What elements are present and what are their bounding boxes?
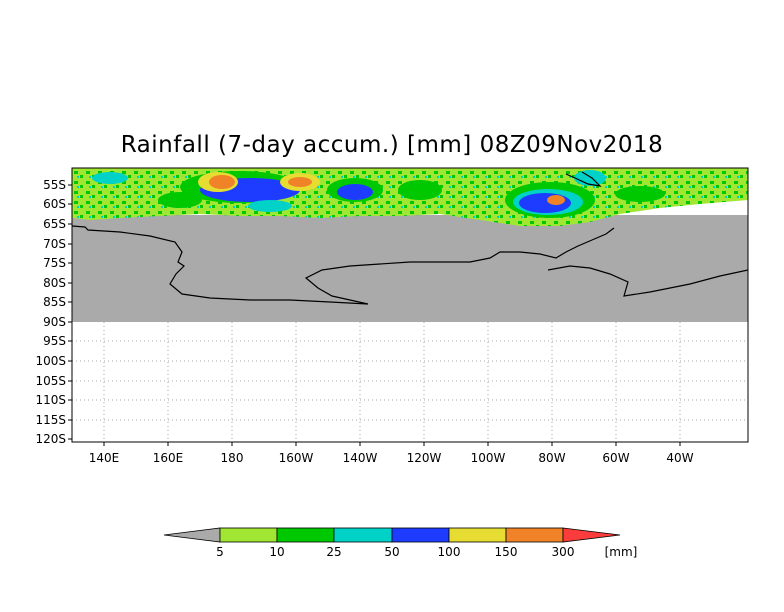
lon-label: 180 — [221, 451, 244, 465]
grid-lines — [72, 322, 748, 442]
lon-label: 80W — [538, 451, 565, 465]
colorbar-segment — [219, 527, 278, 543]
colorbar-label: 100 — [438, 545, 461, 559]
colorbar-over-arrow — [562, 527, 621, 543]
lat-label: 85S — [43, 295, 66, 309]
lat-label: 55S — [43, 178, 66, 192]
lon-label: 100W — [471, 451, 506, 465]
lat-label: 95S — [43, 334, 66, 348]
colorbar-segment — [333, 527, 393, 543]
lon-label: 160E — [153, 451, 184, 465]
colorbar-label: 150 — [495, 545, 518, 559]
colorbar-segment — [276, 527, 335, 543]
latitude-axis: 55S 60S 65S 70S 75S 80S 85S 90S 95S 100S… — [35, 178, 66, 446]
colorbar-label: 25 — [326, 545, 341, 559]
lon-label: 40W — [666, 451, 693, 465]
colorbar-unit: [mm] — [605, 545, 638, 559]
lon-label: 140W — [343, 451, 378, 465]
lat-label: 90S — [43, 315, 66, 329]
map-frame — [71, 167, 749, 443]
lat-label: 65S — [43, 217, 66, 231]
lon-label: 120W — [407, 451, 442, 465]
land-mask — [72, 215, 748, 322]
colorbar-labels: 5 10 25 50 100 150 300 [mm] — [216, 545, 637, 559]
lon-label: 160W — [279, 451, 314, 465]
lat-label: 115S — [35, 413, 66, 427]
lat-label: 120S — [35, 432, 66, 446]
colorbar-segment — [448, 527, 507, 543]
rainfall-field — [72, 168, 748, 226]
lat-label: 100S — [35, 354, 66, 368]
colorbar-label: 10 — [269, 545, 284, 559]
longitude-axis: 140E 160E 180 160W 140W 120W 100W 80W 60… — [89, 451, 694, 465]
coastlines — [72, 171, 748, 305]
lon-label: 140E — [89, 451, 120, 465]
lat-label: 60S — [43, 197, 66, 211]
lon-label: 60W — [602, 451, 629, 465]
lat-label: 75S — [43, 256, 66, 270]
map-title: Rainfall (7-day accum.) [mm] 08Z09Nov201… — [120, 132, 664, 158]
lat-label: 110S — [35, 393, 66, 407]
lat-label: 105S — [35, 374, 66, 388]
colorbar-label: 300 — [552, 545, 575, 559]
map-panel — [72, 168, 748, 442]
colorbar-segment — [391, 527, 450, 543]
colorbar-label: 50 — [384, 545, 399, 559]
colorbar-segment — [505, 527, 564, 543]
lat-label: 80S — [43, 276, 66, 290]
colorbar-label: 5 — [216, 545, 224, 559]
colorbar-under-arrow — [163, 527, 221, 543]
colorbar — [163, 527, 621, 543]
lat-label: 70S — [43, 237, 66, 251]
